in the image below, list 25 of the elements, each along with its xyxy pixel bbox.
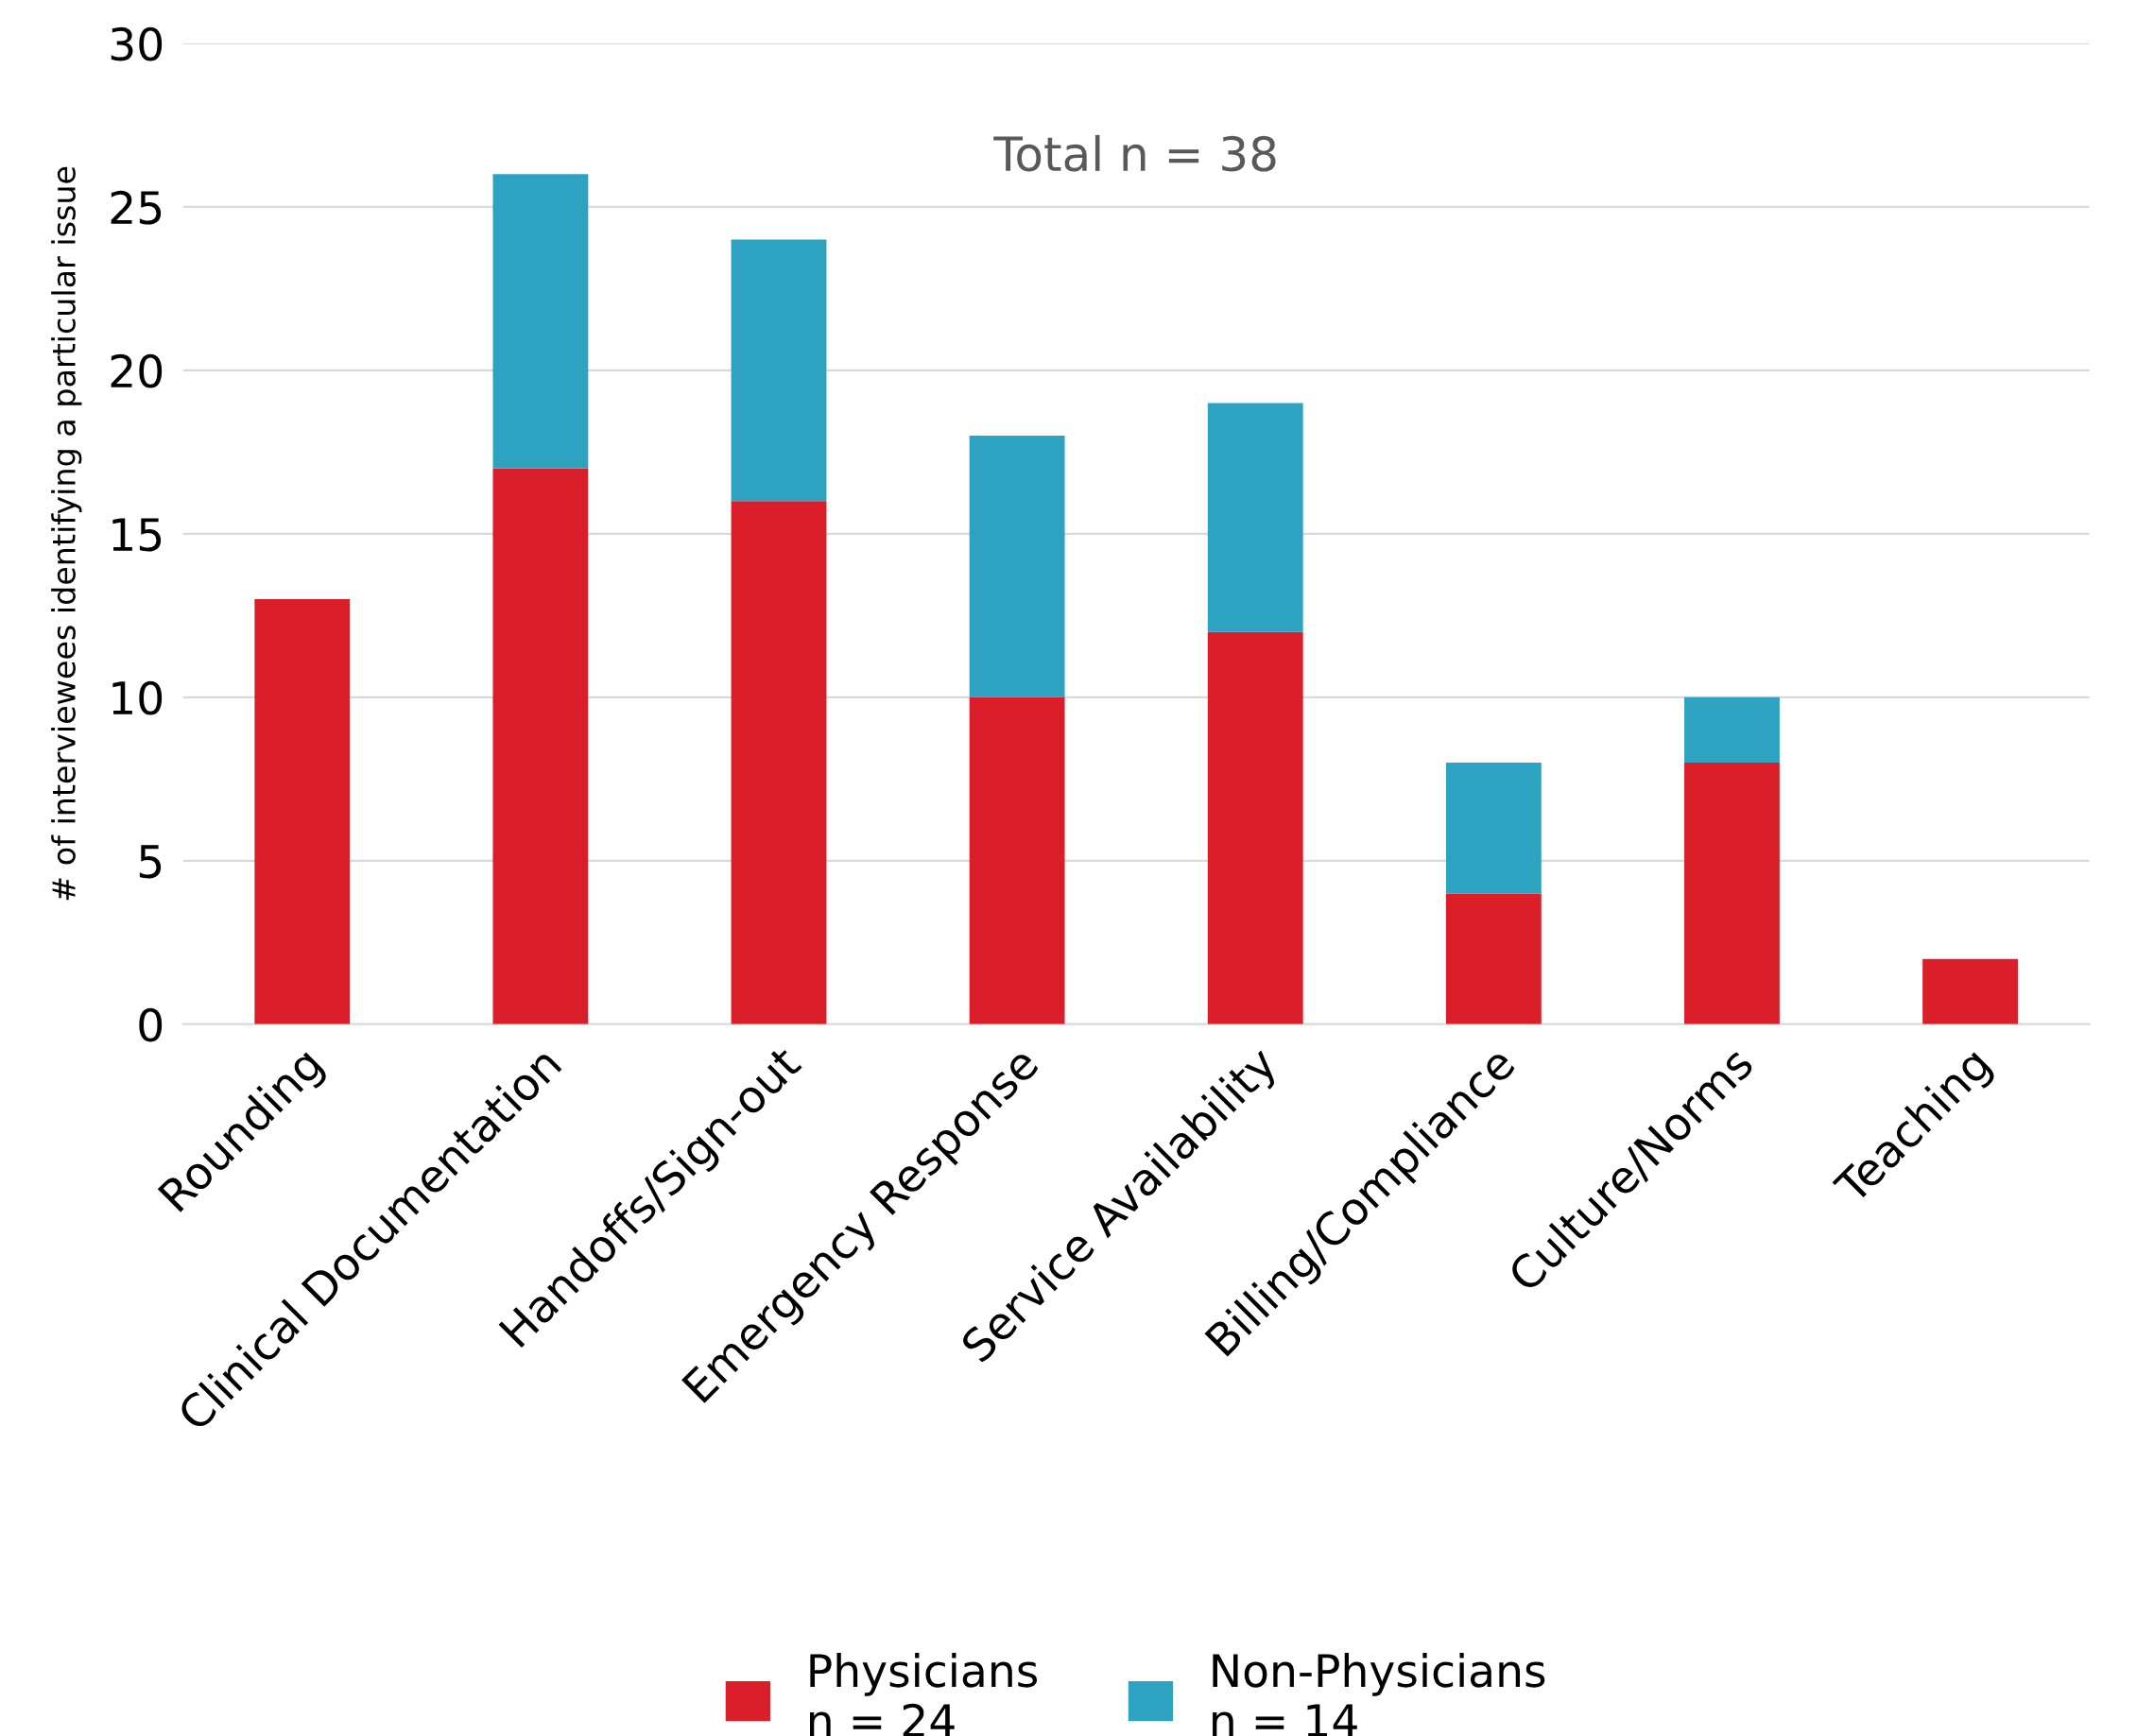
bar	[1684, 696, 1780, 764]
bar	[1922, 958, 2018, 1024]
bar	[969, 696, 1065, 1024]
bar	[1445, 893, 1542, 1024]
bar	[731, 501, 827, 1024]
legend-label: Non-Physicians n = 14	[1213, 1653, 1545, 1736]
bar	[731, 239, 827, 502]
bar	[492, 174, 589, 469]
bar	[1207, 631, 1303, 1024]
y-tick-label: 5	[139, 845, 162, 879]
y-tick-label: 0	[139, 1007, 163, 1042]
y-tick-label: 10	[112, 680, 163, 715]
y-tick-label: 25	[111, 190, 162, 225]
legend-label: Physicians n = 24	[810, 1653, 1038, 1736]
annotation: Total n = 38	[993, 134, 1276, 172]
y-tick-label: 20	[111, 353, 163, 388]
y-tick-label: 30	[111, 26, 163, 61]
bar	[254, 599, 351, 1024]
bar	[1207, 403, 1303, 632]
bar	[1445, 763, 1542, 894]
bar	[492, 468, 589, 1024]
bar	[1684, 763, 1780, 1024]
bar	[969, 436, 1065, 697]
y-tick-label: 15	[112, 518, 162, 552]
y-axis-title: # of interviewees identifying a particular issue	[51, 166, 82, 901]
